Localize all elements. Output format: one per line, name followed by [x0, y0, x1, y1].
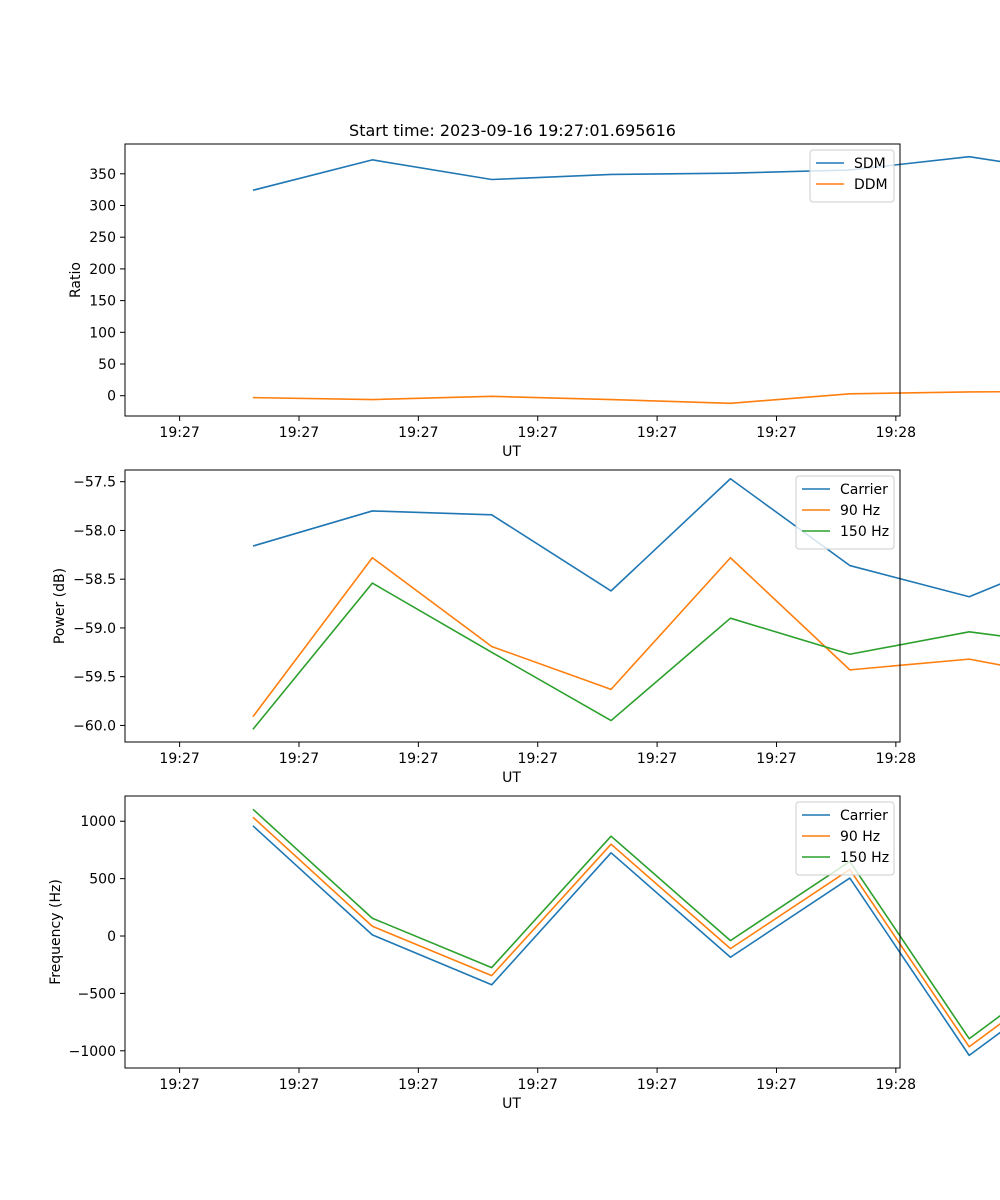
ratio-panel: Start time: 2023-09-16 19:27:01.695616 0 5… — [68, 121, 1000, 460]
series-line-150-hz — [252, 808, 1000, 1040]
y-tick-label: −1000 — [69, 1044, 116, 1060]
legend-label: Carrier — [840, 482, 888, 498]
y-axis-label: Frequency (Hz) — [48, 879, 64, 985]
series-line-sdm — [252, 155, 1000, 192]
y-tick-label: 300 — [89, 199, 116, 215]
series-line-90-hz — [252, 816, 1000, 1048]
x-tick-label: 19:28 — [876, 751, 916, 767]
x-tick-label: 19:27 — [398, 1077, 438, 1093]
x-axis-label: UT — [502, 1096, 521, 1112]
x-tick-label: 19:27 — [159, 751, 199, 767]
x-tick-label: 19:27 — [279, 425, 319, 441]
y-tick-label: 350 — [89, 167, 116, 183]
y-tick-label: 0 — [107, 929, 116, 945]
y-tick-label: −500 — [78, 986, 116, 1002]
x-tick-label: 19:27 — [159, 425, 199, 441]
x-tick-label: 19:27 — [756, 425, 796, 441]
x-tick-label: 19:27 — [637, 751, 677, 767]
x-tick-label: 19:27 — [518, 425, 558, 441]
series-line-90-hz — [252, 556, 1000, 718]
x-tick-label: 19:27 — [756, 1077, 796, 1093]
legend-label: DDM — [854, 177, 888, 193]
y-tick-label: −59.0 — [73, 621, 116, 637]
y-tick-label: 100 — [89, 325, 116, 341]
x-tick-label: 19:27 — [279, 1077, 319, 1093]
chart-title: Start time: 2023-09-16 19:27:01.695616 — [349, 121, 676, 140]
legend-label: 90 Hz — [840, 503, 880, 519]
x-tick-label: 19:28 — [876, 425, 916, 441]
x-tick-label: 19:27 — [159, 1077, 199, 1093]
x-tick-label: 19:27 — [398, 425, 438, 441]
x-tick-label: 19:27 — [637, 425, 677, 441]
axes-frame — [124, 469, 901, 743]
y-tick-label: −59.5 — [73, 670, 116, 686]
x-tick-label: 19:28 — [876, 1077, 916, 1093]
axes-frame — [124, 143, 901, 417]
y-tick-label: 0 — [107, 389, 116, 405]
legend-label: Carrier — [840, 808, 888, 824]
y-tick-label: 1000 — [80, 814, 116, 830]
power-panel: −60.0 −59.5 −59.0 −58.5 −58.0 −57.5 19:27 19:27… — [52, 469, 1000, 786]
y-tick-label: 150 — [89, 294, 116, 310]
y-tick-label: 200 — [89, 262, 116, 278]
y-tick-label: 50 — [98, 357, 116, 373]
y-tick-label: −58.5 — [73, 572, 116, 588]
legend-label: 90 Hz — [840, 829, 880, 845]
x-tick-label: 19:27 — [756, 751, 796, 767]
x-axis-label: UT — [502, 770, 521, 786]
legend-label: 150 Hz — [840, 850, 889, 866]
x-tick-label: 19:27 — [398, 751, 438, 767]
series-line-carrier — [252, 825, 1000, 1057]
x-tick-label: 19:27 — [637, 1077, 677, 1093]
x-axis-label: UT — [502, 444, 521, 460]
axes-frame — [124, 795, 901, 1069]
y-axis-label: Power (dB) — [52, 568, 68, 644]
legend-label: 150 Hz — [840, 524, 889, 540]
y-tick-label: −57.5 — [73, 475, 116, 491]
legend-label: SDM — [854, 156, 886, 172]
y-tick-label: 500 — [89, 872, 116, 888]
x-tick-label: 19:27 — [518, 751, 558, 767]
y-tick-label: −58.0 — [73, 523, 116, 539]
series-line-150-hz — [252, 582, 1000, 730]
x-tick-label: 19:27 — [518, 1077, 558, 1093]
series-line-ddm — [252, 390, 1000, 405]
y-axis-label: Ratio — [68, 262, 84, 298]
series-line-carrier — [252, 477, 1000, 598]
x-tick-label: 19:27 — [279, 751, 319, 767]
y-tick-label: 250 — [89, 230, 116, 246]
y-tick-label: −60.0 — [73, 718, 116, 734]
frequency-panel: −1000 −500 0 500 1000 19:27 19:27 19:27 19:27 19:… — [48, 795, 1000, 1112]
